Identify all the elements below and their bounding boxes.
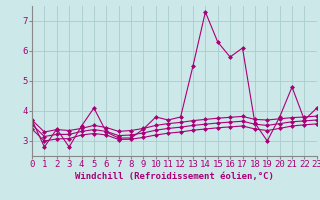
X-axis label: Windchill (Refroidissement éolien,°C): Windchill (Refroidissement éolien,°C)	[75, 172, 274, 181]
